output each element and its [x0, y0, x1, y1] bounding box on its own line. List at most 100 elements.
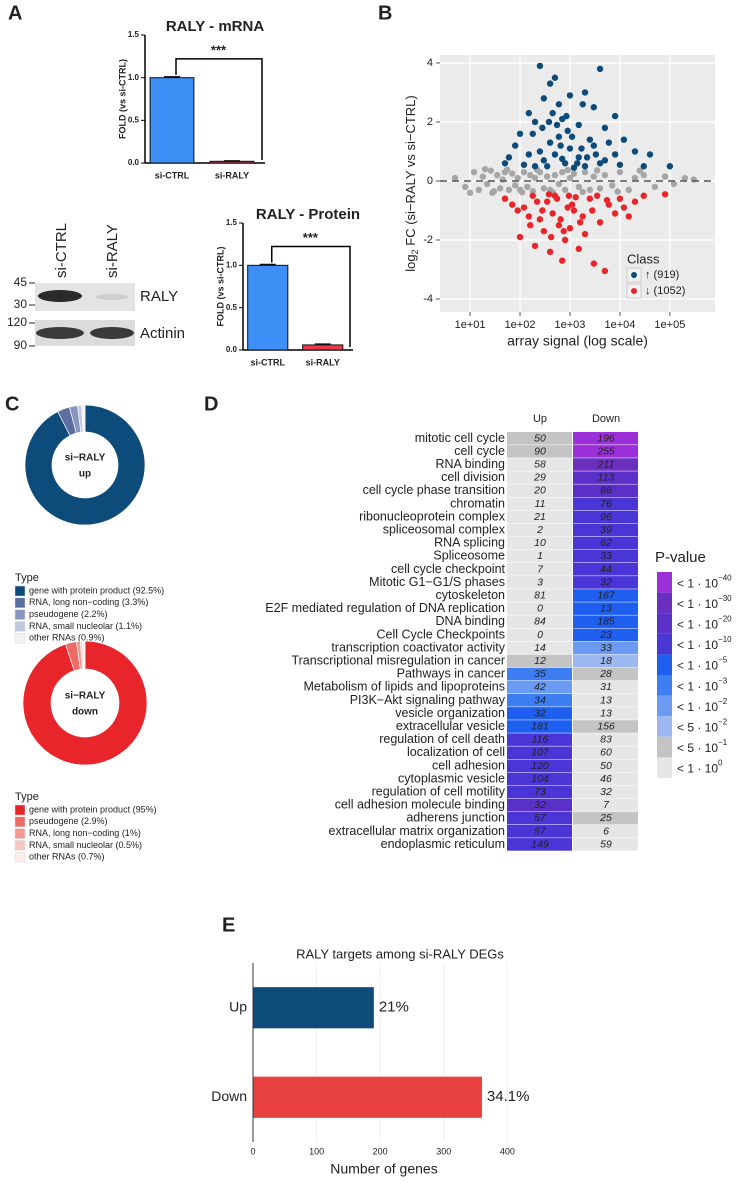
legend-label: RNA, small nucleolar (0.5%) [29, 840, 142, 850]
chart-title: RALY - mRNA [166, 18, 265, 35]
y-tick-label: 0.5 [226, 303, 238, 312]
legend-label-exponent: −40 [718, 573, 732, 582]
point [544, 173, 551, 180]
point [551, 171, 559, 179]
legend-swatch [657, 633, 672, 655]
significance-bracket [175, 58, 263, 160]
cell-value: 83 [600, 734, 612, 746]
point [568, 133, 576, 140]
y-tick-label: 1.0 [226, 260, 238, 269]
legend-label-text: < 1 · 10 [677, 679, 718, 693]
legend-label: < 5 · 10−2 [677, 718, 728, 735]
legend-label-text: < 1 · 10 [677, 576, 718, 590]
point [581, 168, 589, 176]
cell-value: 12 [534, 655, 546, 667]
heatmap-cell [507, 785, 572, 799]
x-axis-label: Number of genes [330, 1161, 437, 1177]
row-label: RNA splicing [434, 536, 505, 550]
heatmap-cell [573, 484, 638, 497]
point [462, 183, 469, 191]
marker-label: 45 [14, 275, 28, 289]
point [555, 180, 563, 188]
cell-value: 32 [600, 576, 612, 588]
heatmap-cell [507, 746, 572, 759]
point [593, 167, 601, 174]
heatmap-cell [507, 641, 572, 655]
point [499, 176, 506, 183]
point [568, 201, 576, 208]
cell-value: 96 [600, 511, 612, 523]
legend-label: < 1 · 10−3 [677, 676, 728, 693]
cell-value: 44 [600, 563, 612, 575]
point [631, 198, 639, 205]
cell-value: 149 [531, 838, 549, 850]
donut-center-label: si−RALY [65, 691, 106, 702]
y-axis-label: log2 FC (si−RALY vs si−CTRL) [403, 95, 420, 271]
cell-value: 20 [533, 485, 546, 497]
cell-value: 57 [534, 812, 547, 824]
point [527, 171, 534, 179]
x-tick-label: 1e+05 [654, 319, 685, 331]
heatmap-cell [573, 523, 638, 537]
point [596, 219, 604, 226]
y-tick-label: 0.0 [128, 158, 140, 167]
panel-label: C [5, 393, 19, 415]
bar [149, 77, 195, 164]
heatmap-cell [507, 654, 572, 668]
cell-value: 196 [597, 432, 615, 444]
point [586, 195, 594, 202]
cell-value: 120 [531, 760, 549, 772]
point [466, 189, 474, 196]
y-tick-label: 0.5 [128, 115, 140, 124]
heatmap-cell [507, 680, 572, 694]
y-tick-label: -4 [423, 293, 433, 305]
heatmap-cell [573, 798, 638, 812]
heatmap-cell [507, 458, 572, 471]
legend-label-text: < 5 · 10 [677, 741, 718, 755]
x-tick-label: 200 [373, 1146, 388, 1156]
cell-value: 13 [600, 694, 612, 706]
legend-label-text: < 1 · 10 [677, 659, 718, 673]
row-label: mitotic cell cycle [415, 431, 505, 445]
cell-value: 34 [534, 694, 546, 706]
blot-band [96, 294, 128, 300]
legend-label-text: < 5 · 10 [677, 721, 718, 735]
cell-value: 104 [531, 773, 549, 785]
point [601, 267, 609, 275]
cell-value: 33 [600, 550, 612, 562]
point [511, 182, 519, 189]
legend-label: gene with protein product (92.5%) [29, 585, 164, 595]
legend-label: ↑ (919) [645, 269, 679, 281]
point [590, 104, 598, 111]
bar [253, 1076, 482, 1118]
x-tick-label: 400 [500, 1146, 515, 1156]
point [640, 171, 647, 179]
point [565, 192, 573, 199]
point [514, 207, 521, 214]
cell-value: 32 [534, 707, 546, 719]
cell-value: 60 [600, 747, 612, 759]
point [540, 227, 548, 235]
chart-title: RALY - Protein [256, 206, 360, 223]
point [596, 160, 604, 167]
point [529, 188, 536, 195]
row-label: cell division [441, 470, 505, 484]
point [540, 95, 548, 102]
legend-label-exponent: −1 [718, 738, 728, 747]
heatmap-cell [507, 510, 572, 524]
legend-swatch [657, 757, 672, 778]
heatmap-cell [507, 825, 572, 838]
legend-swatch [14, 816, 26, 828]
legend-label: < 1 · 10−5 [677, 656, 728, 673]
cell-value: 0 [537, 629, 543, 641]
heatmap-cell [507, 694, 572, 707]
panel-label: E [222, 914, 235, 936]
point [575, 183, 582, 191]
row-label: vesicle organization [395, 706, 505, 720]
y-tick-label: 4 [427, 57, 433, 69]
point [546, 248, 554, 256]
legend-label-exponent: −20 [718, 615, 732, 624]
x-tick-label: 300 [436, 1146, 451, 1156]
point [531, 163, 539, 170]
x-tick-label: 1e+01 [455, 319, 486, 331]
